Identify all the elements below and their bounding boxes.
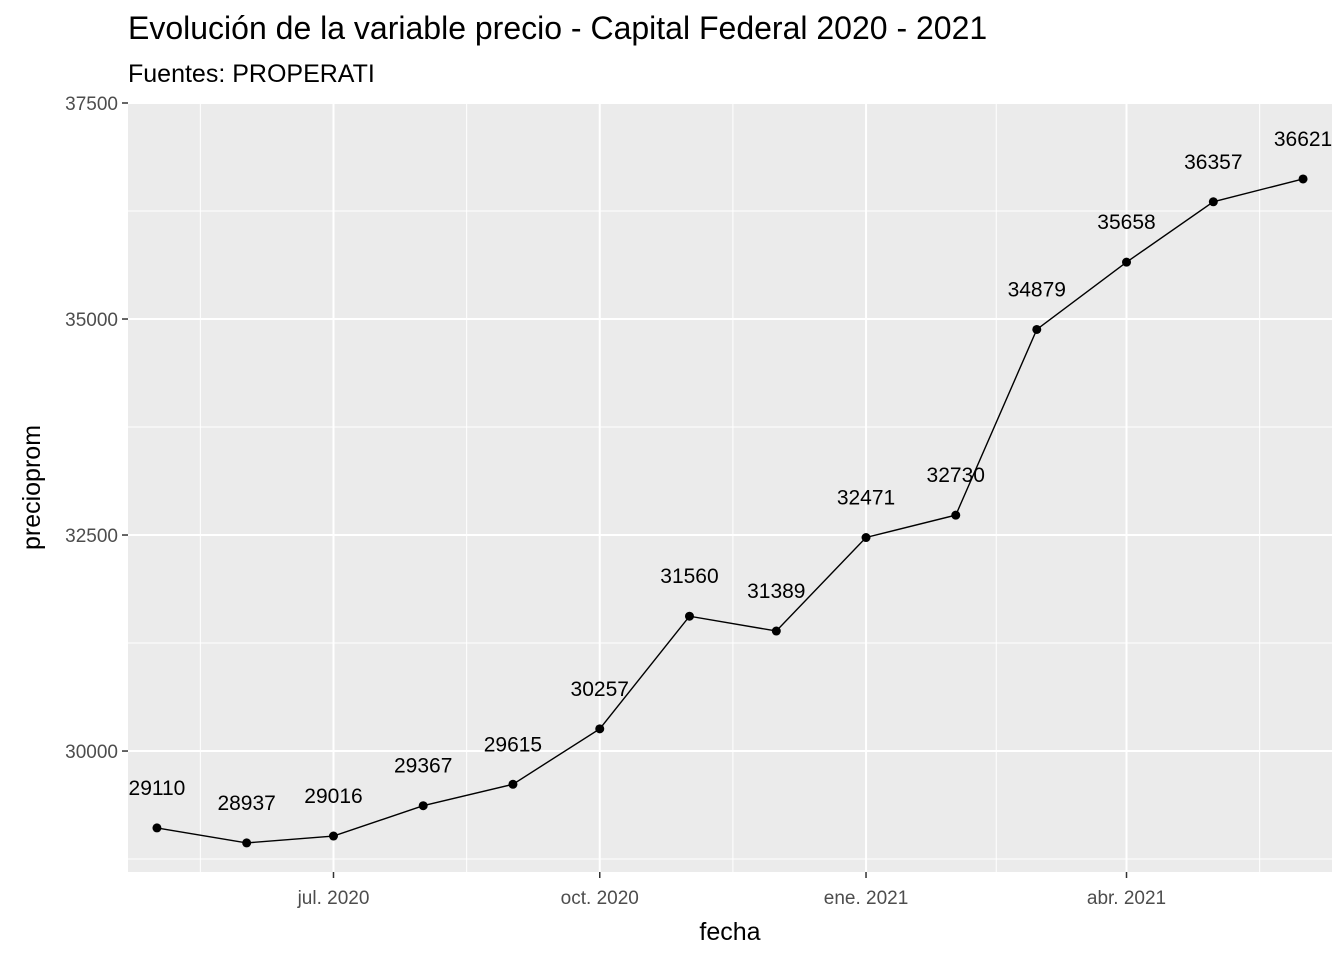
data-points: [152, 174, 1308, 848]
major-gridlines: [128, 102, 1332, 872]
x-tick-label: jul. 2020: [297, 888, 370, 909]
data-point: [328, 831, 338, 841]
data-label: 32730: [927, 464, 985, 487]
data-label: 36621: [1274, 128, 1332, 151]
data-label: 31389: [747, 580, 805, 603]
y-tick-label: 35000: [65, 310, 118, 331]
minor-gridlines: [128, 103, 1332, 872]
data-point: [1032, 324, 1042, 334]
x-axis-title: fecha: [699, 918, 760, 946]
data-label: 29615: [484, 733, 542, 756]
data-label: 32471: [837, 487, 895, 510]
x-tick-label: abr. 2021: [1087, 888, 1166, 909]
data-label: 29367: [394, 755, 452, 778]
data-label: 29110: [129, 777, 186, 800]
data-point: [508, 779, 518, 789]
data-label: 36357: [1184, 151, 1242, 174]
data-point: [1298, 174, 1308, 184]
series-line: [156, 178, 1304, 844]
data-point: [951, 510, 961, 520]
y-axis: 30000 32500 35000 37500: [65, 94, 128, 763]
data-point: [1122, 257, 1132, 267]
y-tick-label: 30000: [65, 742, 118, 763]
data-label: 34879: [1008, 278, 1066, 301]
data-point: [861, 533, 871, 543]
data-label: 31560: [660, 565, 718, 588]
data-point: [771, 626, 781, 636]
x-axis: jul. 2020 oct. 2020 ene. 2021 abr. 2021: [297, 872, 1166, 909]
data-point: [418, 801, 428, 811]
y-axis-title: precioprom: [18, 425, 46, 550]
data-point: [595, 724, 605, 734]
chart-subtitle: Fuentes: PROPERATI: [128, 60, 375, 88]
data-label: 35658: [1097, 211, 1155, 234]
data-point: [1208, 197, 1218, 207]
data-point: [242, 838, 252, 848]
y-tick-label: 32500: [65, 526, 118, 547]
plot-panel: [128, 103, 1332, 872]
data-point: [684, 611, 694, 621]
data-labels: 29110 28937 29016 29367 29615 30257 31560 31389…: [129, 128, 1333, 815]
data-point: [152, 823, 162, 833]
data-label: 29016: [304, 785, 362, 808]
chart-title: Evolución de la variable precio - Capita…: [128, 10, 988, 46]
data-label: 30257: [571, 678, 629, 701]
x-tick-label: ene. 2021: [824, 888, 909, 909]
data-label: 28937: [217, 792, 275, 815]
x-tick-label: oct. 2020: [561, 888, 639, 909]
y-tick-label: 37500: [65, 94, 118, 115]
